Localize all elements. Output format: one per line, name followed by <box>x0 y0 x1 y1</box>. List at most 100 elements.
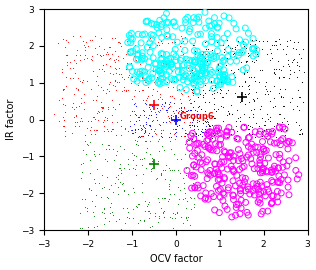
Point <box>195 95 200 99</box>
Point <box>216 68 221 72</box>
Point <box>188 70 193 75</box>
Point <box>281 75 286 79</box>
Point <box>207 130 212 134</box>
Point <box>98 100 103 104</box>
Point <box>276 166 281 170</box>
Point <box>61 123 66 128</box>
Point <box>145 209 150 214</box>
Point <box>273 169 278 173</box>
Point <box>170 210 175 215</box>
Point <box>112 181 118 185</box>
Point <box>246 31 251 35</box>
Point <box>110 147 115 151</box>
Point <box>250 132 255 136</box>
Point <box>208 72 213 76</box>
Point <box>255 145 260 150</box>
Point <box>230 167 235 171</box>
Point <box>156 31 161 35</box>
Point <box>212 171 217 175</box>
Point <box>278 138 283 143</box>
Point <box>159 41 164 45</box>
Point <box>277 76 282 80</box>
Point <box>176 202 181 206</box>
Point <box>164 108 169 113</box>
Point <box>128 128 133 133</box>
Point <box>92 181 97 185</box>
Point <box>90 209 95 214</box>
Point <box>205 119 210 123</box>
Point <box>147 139 152 143</box>
Point <box>150 119 155 123</box>
Point <box>90 98 95 103</box>
Point <box>156 110 161 114</box>
Point <box>222 131 227 136</box>
Point <box>129 127 134 132</box>
Point <box>135 205 140 209</box>
Point <box>217 177 222 181</box>
Point <box>184 166 189 170</box>
Point <box>147 200 152 204</box>
Point <box>277 125 282 129</box>
Point <box>147 40 152 45</box>
Point <box>252 46 257 50</box>
Point <box>237 181 242 185</box>
Point <box>132 167 137 171</box>
Point <box>173 137 178 141</box>
Point <box>61 37 66 42</box>
Point <box>263 92 268 96</box>
Point <box>59 67 64 71</box>
Point <box>83 40 88 44</box>
Point <box>258 152 263 156</box>
Point <box>185 66 190 71</box>
Point <box>82 92 87 96</box>
Point <box>118 227 123 231</box>
Point <box>131 186 136 191</box>
Point <box>152 22 157 26</box>
Point <box>106 107 111 111</box>
Point <box>96 83 101 87</box>
Point <box>160 211 165 215</box>
Point <box>193 60 198 64</box>
Point <box>115 54 120 59</box>
Point <box>242 78 247 83</box>
Point <box>183 196 188 200</box>
Point <box>234 59 239 63</box>
Point <box>198 79 203 84</box>
Point <box>246 136 251 140</box>
Point <box>216 62 221 66</box>
Point <box>235 108 240 113</box>
Point <box>273 125 278 129</box>
Point <box>130 69 135 73</box>
Point <box>283 132 288 137</box>
Point <box>189 115 194 120</box>
Point <box>258 171 263 175</box>
Point <box>210 131 216 135</box>
Point <box>192 107 198 112</box>
Point <box>178 112 183 116</box>
Point <box>173 54 178 59</box>
Point <box>146 77 151 81</box>
Point <box>296 63 301 68</box>
Point <box>133 87 138 92</box>
Point <box>250 38 255 42</box>
Point <box>222 204 228 208</box>
Point <box>277 112 282 116</box>
Point <box>190 118 195 123</box>
Point <box>275 141 280 145</box>
Point <box>114 67 119 71</box>
Point <box>163 120 168 124</box>
Point <box>168 56 173 60</box>
Point <box>156 137 161 141</box>
Point <box>127 65 132 69</box>
Point <box>216 70 221 75</box>
Point <box>165 110 170 114</box>
Point <box>244 70 249 75</box>
Point <box>91 213 96 218</box>
Point <box>132 94 137 98</box>
Point <box>257 132 262 136</box>
Point <box>186 138 191 143</box>
Point <box>231 127 236 131</box>
Point <box>231 170 236 174</box>
Point <box>202 58 207 62</box>
Point <box>149 113 154 117</box>
